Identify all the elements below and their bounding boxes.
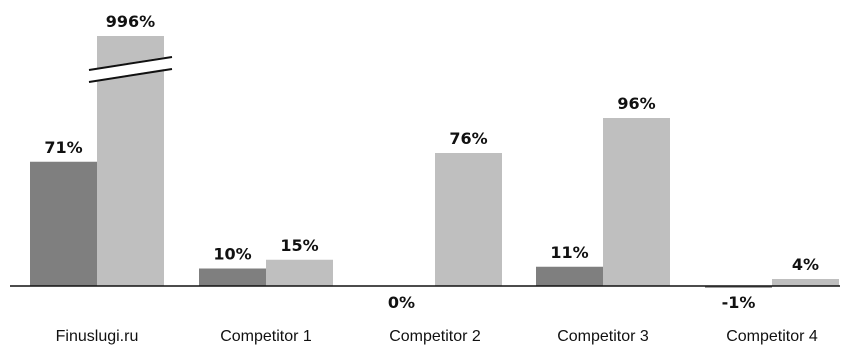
bar-finuslugi-ru-s1 (30, 161, 97, 286)
value-label-finuslugi-ru-s1: 71% (44, 138, 82, 157)
axis-break-line-lower (88, 68, 173, 83)
value-label-competitor-1-s2: 15% (280, 236, 318, 255)
category-label-competitor-2: Competitor 2 (389, 328, 481, 345)
bar-competitor-4-s1 (705, 286, 772, 288)
bar-competitor-3-s2 (603, 118, 670, 286)
category-label-competitor-3: Competitor 3 (557, 328, 649, 345)
category-label-competitor-1: Competitor 1 (220, 328, 312, 345)
bar-competitor-2-s2 (435, 153, 502, 286)
value-label-competitor-2-s1: 0% (388, 293, 415, 312)
bar-competitor-3-s1 (536, 266, 603, 286)
value-label-competitor-1-s1: 10% (213, 245, 251, 264)
bar-competitor-4-s2 (772, 279, 839, 286)
labels-layer: 71% 996% Finuslugi.ru 10% 15% Competitor 1 0% 7… (44, 12, 819, 345)
value-label-finuslugi-ru-s2: 996% (106, 12, 155, 31)
category-label-finuslugi-ru: Finuslugi.ru (56, 328, 139, 345)
bar-competitor-1-s2 (266, 259, 333, 286)
value-label-competitor-2-s2: 76% (449, 129, 487, 148)
value-label-competitor-3-s1: 11% (550, 243, 588, 262)
axis-break-gap (91, 56, 170, 81)
value-label-competitor-3-s2: 96% (617, 94, 655, 113)
bar-competitor-1-s1 (199, 268, 266, 286)
axis-break-line-upper (88, 56, 173, 71)
value-label-competitor-4-s2: 4% (792, 255, 819, 274)
category-label-competitor-4: Competitor 4 (726, 328, 818, 345)
value-label-competitor-4-s1: -1% (722, 293, 756, 312)
axis-break-layer (88, 56, 173, 83)
bars-layer (30, 36, 839, 288)
